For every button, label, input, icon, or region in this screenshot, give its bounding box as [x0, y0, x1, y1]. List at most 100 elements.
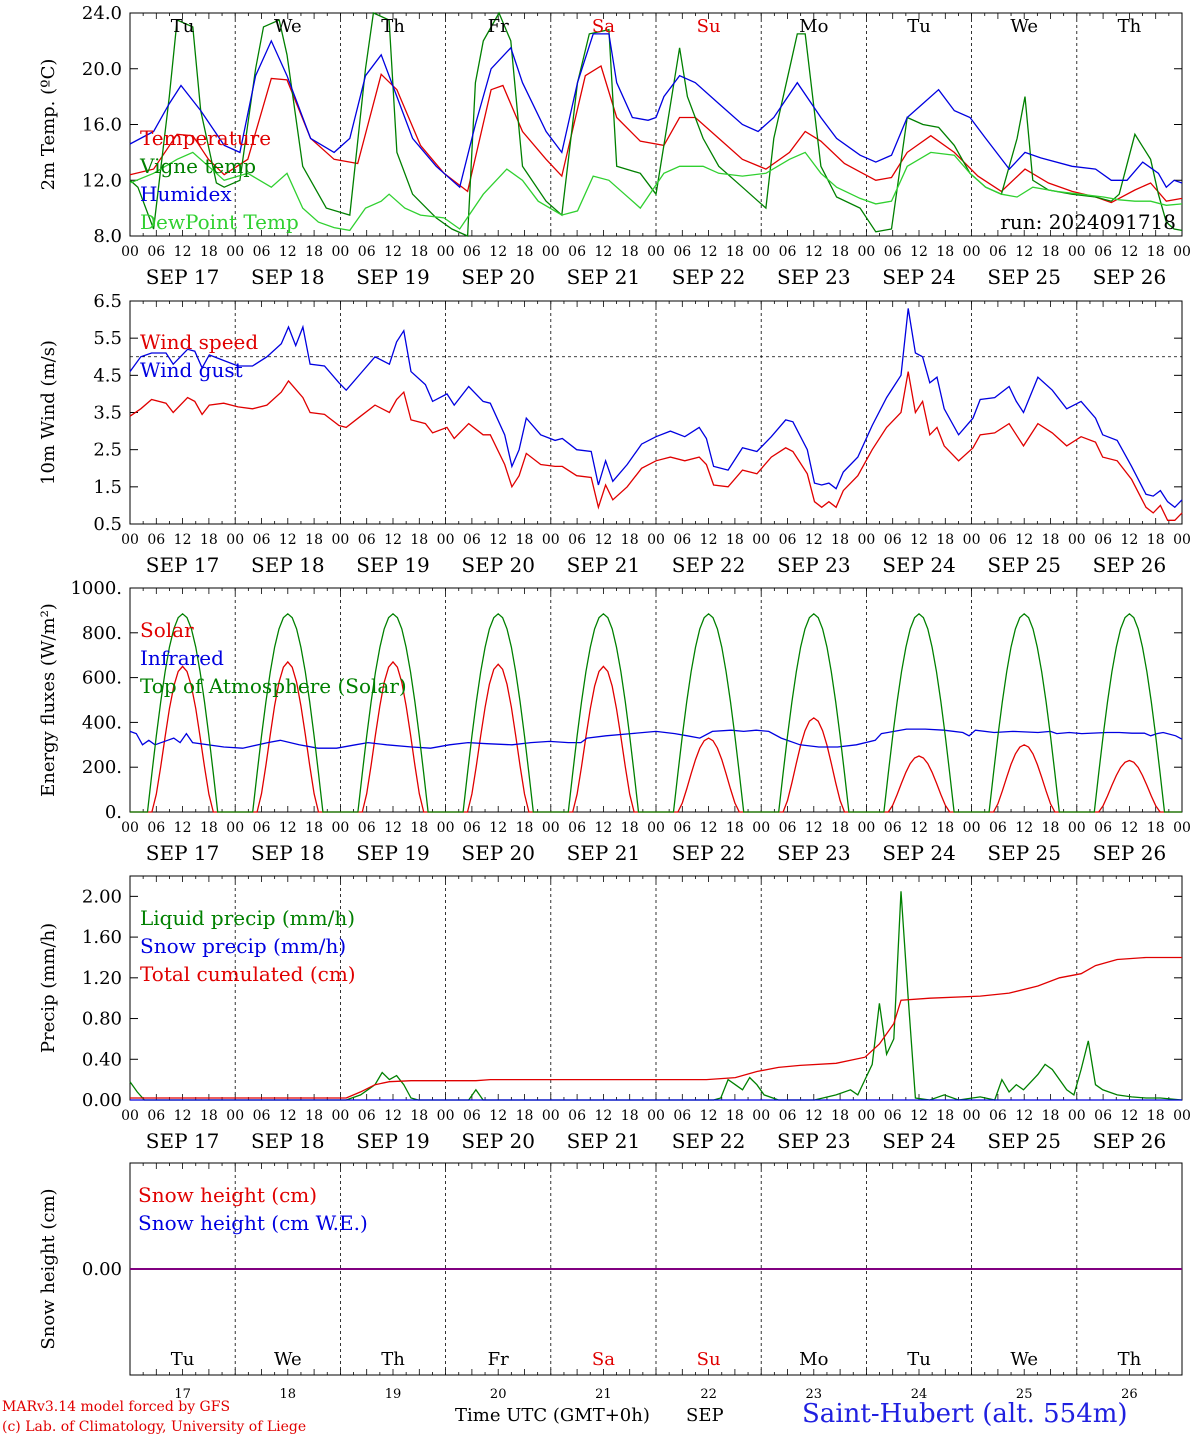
hour-tick-label: 18: [305, 820, 323, 836]
hour-tick-label: 18: [1042, 244, 1060, 260]
hour-tick-label: 06: [1094, 820, 1112, 836]
series-layer: [129, 11, 1183, 1270]
panel-frame: [129, 12, 1183, 237]
hour-tick-label: 12: [700, 244, 718, 260]
hour-tick-label: 00: [647, 244, 665, 260]
legend-entry: Snow height (cm): [138, 1183, 317, 1207]
hour-tick-label: 06: [1094, 244, 1112, 260]
y-tick-label: 1.5: [93, 477, 122, 498]
hour-tick-label: 06: [673, 1108, 691, 1124]
y-tick-label: 3.5: [93, 403, 122, 424]
series-line: [129, 151, 1183, 232]
hour-tick-label: 06: [779, 244, 797, 260]
date-label: SEP 17: [146, 841, 220, 865]
month-label: SEP: [686, 1405, 724, 1426]
hour-tick-label: 12: [384, 820, 402, 836]
series-line: [129, 728, 1183, 749]
hour-tick-label: 06: [568, 1108, 586, 1124]
hour-tick-label: 00: [542, 244, 560, 260]
date-label: SEP 19: [356, 1129, 430, 1153]
weekday-label-top: We: [1010, 16, 1038, 37]
day-number-label: 21: [595, 1387, 612, 1402]
y-axis-label: Precip (mm/h): [38, 923, 59, 1053]
hour-tick-label: 00: [752, 244, 770, 260]
hour-tick-label: 06: [779, 1108, 797, 1124]
hour-tick-label: 00: [1068, 244, 1086, 260]
hour-tick-label: 18: [936, 820, 954, 836]
hour-tick-label: 00: [857, 1108, 875, 1124]
hour-tick-label: 00: [437, 1108, 455, 1124]
y-tick-label: 0.40: [82, 1049, 122, 1070]
hour-tick-label: 06: [147, 244, 165, 260]
hour-tick-label: 00: [752, 532, 770, 548]
hour-tick-label: 12: [384, 244, 402, 260]
date-label: SEP 22: [672, 265, 746, 289]
hour-tick-label: 12: [1120, 532, 1138, 548]
date-label: SEP 25: [987, 841, 1061, 865]
model-credit: MARv3.14 model forced by GFS: [2, 1399, 231, 1415]
hour-tick-label: 12: [489, 244, 507, 260]
hour-tick-label: 12: [1120, 820, 1138, 836]
hour-tick-label: 18: [200, 244, 218, 260]
hour-tick-label: 12: [1120, 244, 1138, 260]
series-line: [129, 371, 1183, 521]
hour-tick-label: 18: [1147, 244, 1165, 260]
hour-tick-label: 00: [226, 532, 244, 548]
hour-tick-label: 12: [910, 244, 928, 260]
hour-tick-label: 06: [779, 820, 797, 836]
hour-tick-label: 00: [963, 1108, 981, 1124]
x-axis-title: Time UTC (GMT+0h): [455, 1405, 650, 1426]
y-tick-label: 12.0: [82, 170, 122, 191]
legend-entry: Wind gust: [140, 358, 243, 382]
hour-tick-label: 00: [226, 244, 244, 260]
series-line: [129, 33, 1183, 189]
hour-tick-label: 18: [621, 1108, 639, 1124]
hour-tick-label: 06: [358, 820, 376, 836]
hour-tick-label: 12: [910, 1108, 928, 1124]
weekday-label-bottom: Tu: [907, 1349, 931, 1370]
date-label: SEP 25: [987, 1129, 1061, 1153]
hour-tick-label: 12: [489, 1108, 507, 1124]
date-label: SEP 19: [356, 265, 430, 289]
y-tick-label: 600.: [82, 668, 122, 689]
weekday-label-top: We: [274, 16, 302, 37]
date-label: SEP 19: [356, 553, 430, 577]
date-label: SEP 17: [146, 1129, 220, 1153]
hour-tick-label: 06: [568, 820, 586, 836]
hour-tick-label: 18: [1147, 820, 1165, 836]
legend-entry: Total cumulated (cm): [140, 962, 356, 986]
hour-tick-label: 06: [989, 244, 1007, 260]
y-axis-label: 2m Temp. (ºC): [38, 59, 59, 191]
hour-tick-label: 06: [358, 244, 376, 260]
series-line: [129, 11, 1183, 237]
date-label: SEP 19: [356, 841, 430, 865]
hour-tick-label: 06: [884, 532, 902, 548]
hour-tick-label: 00: [752, 1108, 770, 1124]
hour-tick-label: 06: [253, 1108, 271, 1124]
date-label: SEP 21: [567, 553, 641, 577]
y-tick-label: 1.60: [82, 927, 122, 948]
date-label: SEP 20: [461, 553, 535, 577]
hour-tick-label: 06: [1094, 532, 1112, 548]
date-label: SEP 22: [672, 1129, 746, 1153]
hour-tick-label: 06: [884, 820, 902, 836]
date-label: SEP 22: [672, 553, 746, 577]
hour-tick-label: 06: [884, 244, 902, 260]
hour-tick-label: 06: [568, 244, 586, 260]
hour-tick-label: 00: [226, 820, 244, 836]
date-label: SEP 21: [567, 1129, 641, 1153]
hour-tick-label: 18: [200, 1108, 218, 1124]
hour-tick-label: 12: [279, 244, 297, 260]
hour-tick-label: 18: [305, 1108, 323, 1124]
hour-tick-label: 12: [279, 820, 297, 836]
copyright-credit: (c) Lab. of Climatology, University of L…: [2, 1419, 307, 1435]
hour-tick-label: 18: [1042, 532, 1060, 548]
date-label: SEP 24: [882, 1129, 956, 1153]
date-label: SEP 26: [1093, 265, 1167, 289]
hour-tick-label: 00: [331, 532, 349, 548]
legend-entry: Temperature: [140, 126, 271, 150]
day-number-label: 19: [385, 1387, 402, 1402]
series-line: [129, 308, 1183, 509]
hour-tick-label: 00: [857, 244, 875, 260]
hour-tick-label: 00: [437, 244, 455, 260]
